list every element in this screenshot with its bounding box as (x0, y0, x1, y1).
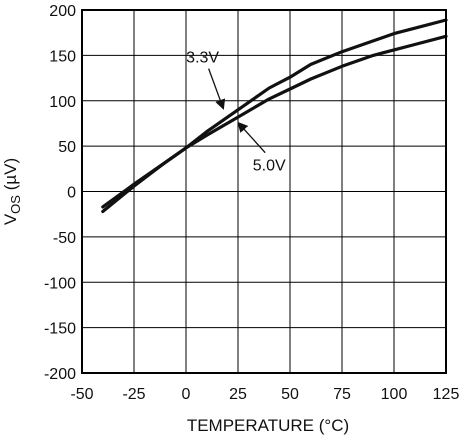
y-tick-label: -150 (44, 321, 76, 338)
y-tick-label: 150 (49, 48, 76, 65)
x-tick-label: 75 (333, 386, 351, 403)
y-tick-label: 100 (49, 94, 76, 111)
series-layer (101, 18, 448, 214)
y-axis-label-subscript: OS (8, 195, 23, 214)
x-tick-label: -50 (70, 386, 93, 403)
x-axis-label: TEMPERATURE (°C) (187, 416, 349, 435)
x-tick-label: 25 (229, 386, 247, 403)
y-tick-labels: -200 -150 -100 -50 0 50 100 150 200 (44, 3, 76, 383)
x-tick-label: -25 (122, 386, 145, 403)
y-axis-label-main: V (1, 213, 20, 225)
series-line-5-0V (101, 34, 448, 209)
y-tick-label: 200 (49, 3, 76, 20)
plot-frame (81, 9, 447, 374)
annotation-arrow-5-0V (237, 121, 266, 154)
y-tick-label: -100 (44, 275, 76, 292)
y-tick-label: -50 (53, 230, 76, 247)
y-tick-label: 50 (58, 139, 76, 156)
annotation-label-3-3V: 3.3V (186, 50, 219, 67)
y-axis-label: VOS (µV) (1, 158, 23, 225)
y-tick-label: -200 (44, 366, 76, 383)
x-tick-label: 125 (433, 386, 460, 403)
annotation-layer: 3.3V 5.0V (186, 50, 286, 175)
x-tick-label: 0 (182, 386, 191, 403)
annotation-arrow-3-3V (208, 68, 226, 110)
y-axis-label-unit: (µV) (1, 158, 20, 195)
y-tick-label: 0 (67, 185, 76, 202)
annotation-label-5-0V: 5.0V (253, 158, 286, 175)
x-tick-label: 50 (281, 386, 299, 403)
x-tick-label: 100 (381, 386, 408, 403)
x-tick-labels: -50 -25 0 25 50 75 100 125 (70, 386, 459, 403)
